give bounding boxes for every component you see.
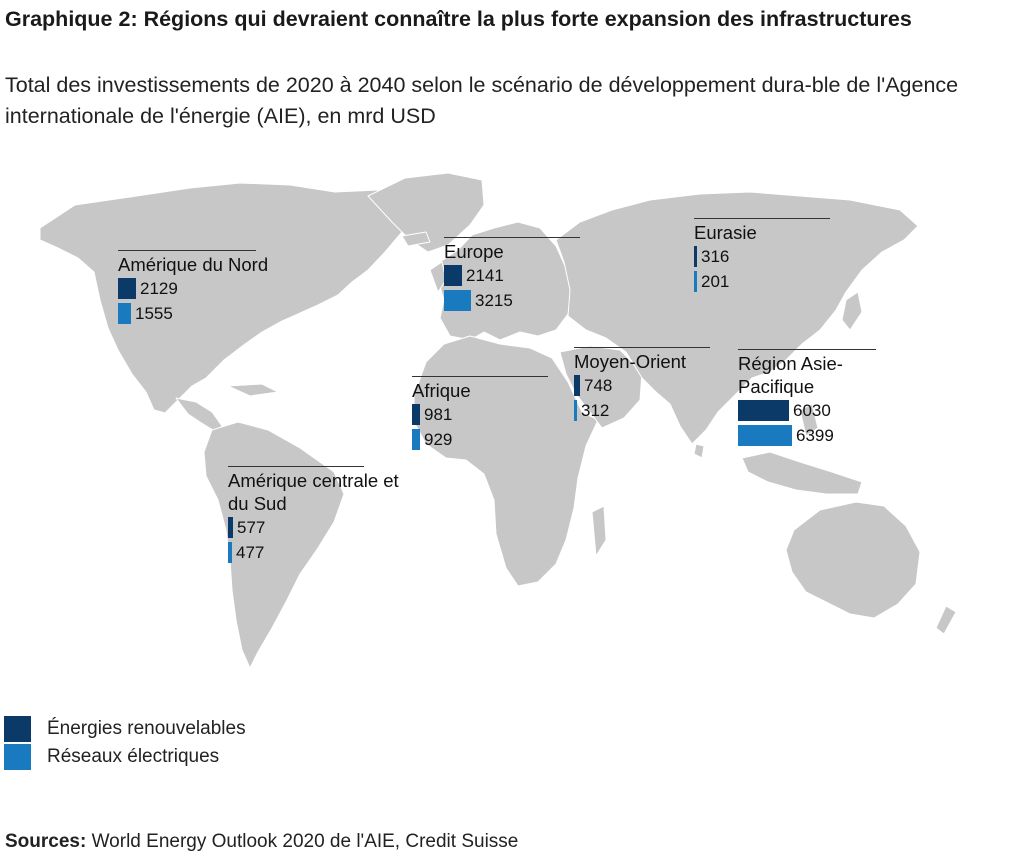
legend-swatch-reseaux [4,744,31,770]
bar-reseaux [694,271,697,292]
region-separator [444,237,580,238]
caribbean-landmass [227,383,279,397]
value-renouvelables: 2141 [466,265,504,285]
region-name: Afrique [412,380,471,401]
region-separator [694,218,830,219]
bar-renouvelables [444,265,462,286]
region-separator [574,347,710,348]
region-name: Moyen-Orient [574,351,687,372]
legend-swatch-renouvelables [4,716,31,742]
japan-landmass [841,291,863,331]
legend-label-reseaux: Réseaux électriques [47,746,220,767]
region-name: Europe [444,241,504,262]
region-amerique-centrale-et-du-sud: Amérique centrale et du Sud 577 477 [228,466,418,565]
value-reseaux: 312 [581,400,610,420]
sources-label: Sources: [5,831,87,852]
region-separator [228,466,364,467]
bar-renouvelables [738,400,789,421]
region-name: Amérique centrale et du Sud [228,470,399,514]
bar-renouvelables [574,375,580,396]
bar-reseaux [574,400,577,421]
sources-note: Sources: World Energy Outlook 2020 de l'… [5,831,518,853]
value-reseaux: 3215 [475,290,513,310]
north-america-landmass [39,182,421,414]
bar-reseaux [738,425,792,446]
australia-landmass [785,501,921,619]
legend-item-reseaux: Réseaux électriques [4,743,246,771]
chart-subtitle: Total des investissements de 2020 à 2040… [5,73,959,128]
region-separator [412,376,548,377]
indonesia-landmass [741,451,863,495]
legend-label-renouvelables: Énergies renouvelables [47,718,246,739]
region-moyen-orient: Moyen-Orient 748 312 [574,347,710,423]
region-name: Eurasie [694,222,757,243]
value-renouvelables: 2129 [140,278,178,298]
region-separator [118,250,256,251]
region-eurasie: Eurasie 316 201 [694,218,830,294]
value-renouvelables: 6030 [793,400,831,420]
bar-reseaux [118,303,131,324]
bar-reseaux [444,290,471,311]
new-zealand-landmass [935,605,957,635]
value-reseaux: 6399 [796,425,834,445]
legend-item-renouvelables: Énergies renouvelables [4,715,246,743]
philippines-landmass [799,403,819,437]
bar-renouvelables [118,278,136,299]
region-name: Région Asie-Pacifique [738,353,843,397]
iceland-landmass [401,231,431,247]
europe-landmass [437,221,573,341]
value-reseaux: 929 [424,429,453,449]
africa-landmass [413,335,599,587]
greenland-landmass [367,172,485,253]
value-reseaux: 1555 [135,303,173,323]
value-renouvelables: 981 [424,404,453,424]
bar-reseaux [228,542,232,563]
region-afrique: Afrique 981 929 [412,376,548,452]
bar-renouvelables [228,517,233,538]
middle-east-landmass [559,345,643,429]
region-name: Amérique du Nord [118,254,269,275]
south-america-landmass [203,421,345,669]
sources-text: World Energy Outlook 2020 de l'AIE, Cred… [86,831,519,852]
value-renouvelables: 316 [701,246,730,266]
sri-lanka-landmass [693,443,705,459]
central-america-landmass [175,397,223,433]
bar-renouvelables [412,404,420,425]
legend: Énergies renouvelables Réseaux électriqu… [4,715,246,771]
value-reseaux: 477 [236,542,265,562]
region-separator [738,349,876,350]
region-asie-pacifique: Région Asie-Pacifique 6030 6399 [738,349,888,448]
value-renouvelables: 577 [237,517,266,537]
value-reseaux: 201 [701,271,730,291]
bar-renouvelables [694,246,697,267]
region-amerique-du-nord: Amérique du Nord 2129 1555 [118,250,268,326]
value-renouvelables: 748 [584,375,613,395]
bar-reseaux [412,429,420,450]
chart-title: Graphique 2: Régions qui devraient conna… [5,7,912,31]
region-europe: Europe 2141 3215 [444,237,580,313]
madagascar-landmass [591,505,607,557]
